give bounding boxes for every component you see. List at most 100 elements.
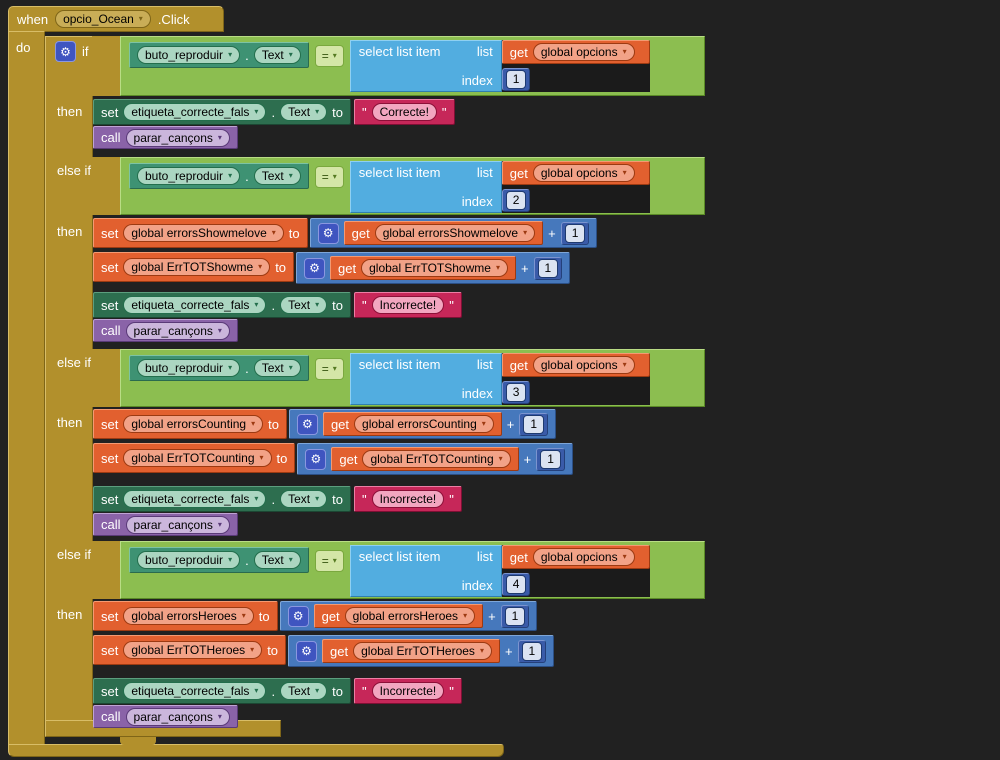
set-variable-block[interactable]: set global ErrTOTCounting ▾ to — [93, 443, 296, 473]
procedure-dropdown[interactable]: parar_cançons ▾ — [125, 707, 230, 726]
property-dropdown[interactable]: Text ▾ — [253, 551, 301, 569]
procedure-dropdown[interactable]: parar_cançons ▾ — [125, 321, 230, 340]
variable-dropdown[interactable]: global ErrTOTShowme ▾ — [361, 259, 508, 277]
number-block[interactable]: 1 — [501, 67, 531, 91]
number-value[interactable]: 1 — [523, 414, 545, 434]
get-variable-block[interactable]: get global ErrTOTShowme ▾ — [330, 256, 516, 280]
mutator-gear-icon[interactable]: ⚙ — [55, 41, 76, 62]
string-value[interactable]: Incorrecte! — [371, 682, 445, 700]
string-value[interactable]: Incorrecte! — [371, 296, 445, 314]
condition-block-1[interactable]: buto_reproduir ▾ . Text ▾ = ▾ select list i… — [120, 36, 705, 96]
variable-dropdown[interactable]: global ErrTOTHeroes ▾ — [123, 641, 263, 659]
number-block[interactable]: 1 — [500, 604, 530, 628]
math-plus-block[interactable]: ⚙ get global ErrTOTCounting ▾ + 1 — [297, 443, 573, 475]
get-variable-block[interactable]: get global opcions ▾ — [501, 545, 650, 569]
number-block[interactable]: 1 — [517, 639, 547, 663]
component-dropdown[interactable]: buto_reproduir ▾ — [137, 46, 241, 64]
call-procedure-block[interactable]: call parar_cançons ▾ — [93, 126, 238, 149]
mutator-gear-icon[interactable]: ⚙ — [287, 605, 309, 627]
text-string-block[interactable]: " Correcte! " — [353, 99, 455, 125]
property-dropdown[interactable]: Text ▾ — [253, 46, 301, 64]
get-variable-block[interactable]: get global ErrTOTCounting ▾ — [331, 447, 519, 471]
equals-operator-dropdown[interactable]: = ▾ — [314, 550, 344, 572]
number-value[interactable]: 1 — [540, 449, 561, 469]
number-block[interactable]: 1 — [519, 412, 549, 436]
component-dropdown[interactable]: buto_reproduir ▾ — [137, 551, 241, 569]
text-string-block[interactable]: " Incorrecte! " — [353, 678, 462, 704]
call-procedure-block[interactable]: call parar_cançons ▾ — [93, 319, 238, 342]
call-procedure-block[interactable]: call parar_cançons ▾ — [93, 705, 238, 728]
component-dropdown[interactable]: etiqueta_correcte_fals ▾ — [123, 296, 267, 314]
variable-dropdown[interactable]: global opcions ▾ — [532, 356, 635, 374]
procedure-dropdown[interactable]: parar_cançons ▾ — [125, 128, 230, 147]
if-block-spine[interactable] — [45, 36, 93, 722]
variable-dropdown[interactable]: global opcions ▾ — [532, 548, 635, 566]
math-plus-block[interactable]: ⚙ get global errorsShowmelove ▾ + 1 — [309, 218, 598, 248]
number-value[interactable]: 2 — [505, 190, 527, 210]
get-variable-block[interactable]: get global opcions ▾ — [501, 353, 650, 377]
condition-block-3[interactable]: buto_reproduir ▾ . Text ▾ = ▾ select list i… — [120, 349, 705, 407]
variable-dropdown[interactable]: global ErrTOTShowme ▾ — [123, 258, 271, 276]
number-value[interactable]: 4 — [505, 574, 527, 594]
property-dropdown[interactable]: Text ▾ — [253, 167, 301, 185]
number-value[interactable]: 3 — [505, 382, 527, 402]
variable-dropdown[interactable]: global opcions ▾ — [532, 164, 635, 182]
component-getter-block[interactable]: buto_reproduir ▾ . Text ▾ — [129, 355, 309, 381]
equals-operator-dropdown[interactable]: = ▾ — [314, 166, 344, 188]
equals-operator-dropdown[interactable]: = ▾ — [314, 45, 344, 67]
number-block[interactable]: 1 — [560, 221, 590, 245]
set-variable-block[interactable]: set global errorsShowmelove ▾ to — [93, 218, 308, 248]
property-dropdown[interactable]: Text ▾ — [280, 103, 328, 121]
mutator-gear-icon[interactable]: ⚙ — [305, 448, 327, 470]
number-block[interactable]: 4 — [501, 572, 531, 596]
component-dropdown[interactable]: etiqueta_correcte_fals ▾ — [123, 682, 267, 700]
get-variable-block[interactable]: get global errorsCounting ▾ — [322, 412, 502, 436]
variable-dropdown[interactable]: global errorsShowmelove ▾ — [123, 224, 284, 242]
number-block[interactable]: 1 — [536, 447, 565, 471]
set-variable-block[interactable]: set global ErrTOTHeroes ▾ to — [93, 635, 287, 665]
text-string-block[interactable]: " Incorrecte! " — [353, 292, 462, 318]
variable-dropdown[interactable]: global ErrTOTCounting ▾ — [362, 450, 511, 468]
when-block-spine[interactable] — [8, 31, 45, 745]
string-value[interactable]: Incorrecte! — [371, 490, 445, 508]
mutator-gear-icon[interactable]: ⚙ — [296, 413, 318, 435]
set-label-text-block[interactable]: set etiqueta_correcte_fals ▾ . Text ▾ to — [93, 486, 351, 512]
number-block[interactable]: 1 — [533, 256, 563, 280]
when-component-dropdown[interactable]: opcio_Ocean ▾ — [55, 10, 151, 28]
property-dropdown[interactable]: Text ▾ — [280, 490, 328, 508]
variable-dropdown[interactable]: global ErrTOTCounting ▾ — [123, 449, 272, 467]
set-variable-block[interactable]: set global ErrTOTShowme ▾ to — [93, 252, 295, 282]
set-label-text-block[interactable]: set etiqueta_correcte_fals ▾ . Text ▾ to — [93, 99, 351, 125]
get-variable-block[interactable]: get global errorsHeroes ▾ — [313, 604, 484, 628]
condition-block-2[interactable]: buto_reproduir ▾ . Text ▾ = ▾ select list i… — [120, 157, 705, 215]
component-dropdown[interactable]: etiqueta_correcte_fals ▾ — [123, 490, 267, 508]
component-getter-block[interactable]: buto_reproduir ▾ . Text ▾ — [129, 547, 309, 573]
select-list-item-block[interactable]: select list item list index get global op… — [349, 545, 650, 597]
number-value[interactable]: 1 — [564, 223, 586, 243]
get-variable-block[interactable]: get global ErrTOTHeroes ▾ — [322, 639, 500, 663]
select-list-item-block[interactable]: select list item list index get global op… — [349, 40, 650, 92]
text-string-block[interactable]: " Incorrecte! " — [353, 486, 462, 512]
get-variable-block[interactable]: get global opcions ▾ — [501, 40, 650, 64]
math-plus-block[interactable]: ⚙ get global errorsCounting ▾ + 1 — [288, 409, 557, 439]
variable-dropdown[interactable]: global errorsCounting ▾ — [354, 415, 494, 433]
string-value[interactable]: Correcte! — [371, 103, 437, 121]
equals-operator-dropdown[interactable]: = ▾ — [314, 358, 344, 380]
component-dropdown[interactable]: etiqueta_correcte_fals ▾ — [123, 103, 267, 121]
get-variable-block[interactable]: get global errorsShowmelove ▾ — [343, 221, 544, 245]
component-dropdown[interactable]: buto_reproduir ▾ — [137, 359, 241, 377]
variable-dropdown[interactable]: global errorsShowmelove ▾ — [374, 224, 536, 242]
component-getter-block[interactable]: buto_reproduir ▾ . Text ▾ — [129, 42, 309, 68]
set-variable-block[interactable]: set global errorsCounting ▾ to — [93, 409, 287, 439]
component-getter-block[interactable]: buto_reproduir ▾ . Text ▾ — [129, 163, 309, 189]
number-value[interactable]: 1 — [521, 641, 543, 661]
variable-dropdown[interactable]: global errorsCounting ▾ — [123, 415, 264, 433]
call-procedure-block[interactable]: call parar_cançons ▾ — [93, 513, 238, 536]
property-dropdown[interactable]: Text ▾ — [253, 359, 301, 377]
math-plus-block[interactable]: ⚙ get global ErrTOTShowme ▾ + 1 — [296, 252, 571, 284]
variable-dropdown[interactable]: global opcions ▾ — [532, 43, 635, 61]
number-block[interactable]: 2 — [501, 188, 531, 212]
math-plus-block[interactable]: ⚙ get global ErrTOTHeroes ▾ + 1 — [288, 635, 555, 667]
mutator-gear-icon[interactable]: ⚙ — [317, 222, 339, 244]
